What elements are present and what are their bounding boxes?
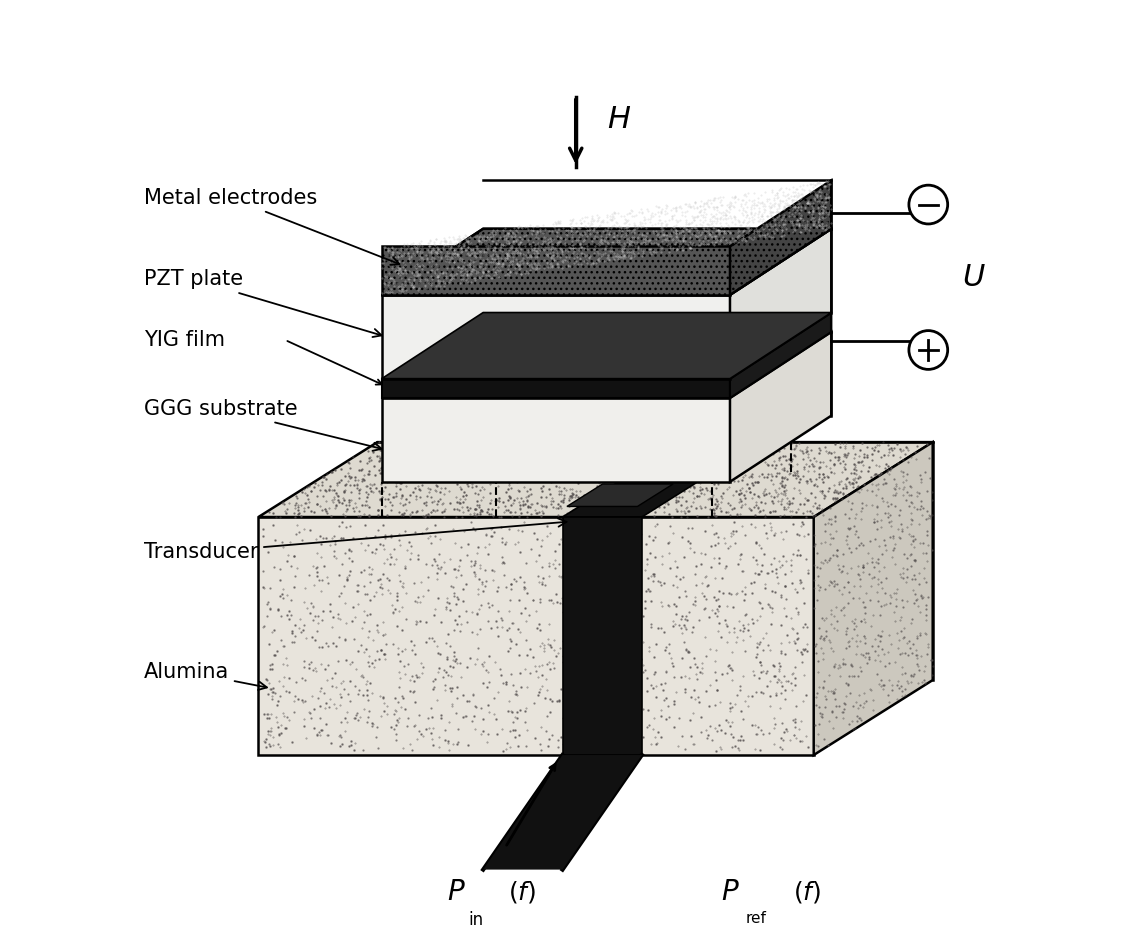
Text: YIG film: YIG film <box>144 330 225 350</box>
Polygon shape <box>813 442 933 755</box>
Polygon shape <box>259 442 933 517</box>
Circle shape <box>909 185 947 224</box>
Text: GGG substrate: GGG substrate <box>144 399 381 450</box>
Polygon shape <box>259 517 813 755</box>
Polygon shape <box>562 517 642 755</box>
Text: $(f)$: $(f)$ <box>793 879 821 905</box>
Polygon shape <box>730 180 831 295</box>
Text: $U$: $U$ <box>962 263 986 291</box>
Text: Transducer: Transducer <box>144 518 567 562</box>
Polygon shape <box>381 378 730 398</box>
Text: $P$: $P$ <box>721 878 740 906</box>
Polygon shape <box>381 228 831 295</box>
Polygon shape <box>483 755 642 870</box>
Polygon shape <box>381 246 730 295</box>
Polygon shape <box>381 313 831 378</box>
Text: in: in <box>468 911 484 925</box>
Polygon shape <box>730 313 831 398</box>
Polygon shape <box>381 313 831 378</box>
Polygon shape <box>381 228 831 295</box>
Text: Alumina: Alumina <box>144 661 267 690</box>
Polygon shape <box>567 484 673 507</box>
Circle shape <box>909 330 947 369</box>
Text: Metal electrodes: Metal electrodes <box>144 188 399 265</box>
Text: $H$: $H$ <box>606 105 631 134</box>
Text: PZT plate: PZT plate <box>144 269 381 337</box>
Polygon shape <box>730 332 831 482</box>
Polygon shape <box>730 228 831 378</box>
Text: $P$: $P$ <box>447 878 466 906</box>
Text: $(f)$: $(f)$ <box>507 879 536 905</box>
Polygon shape <box>381 295 730 378</box>
Polygon shape <box>381 398 730 482</box>
Polygon shape <box>381 332 831 398</box>
Text: ref: ref <box>746 911 767 925</box>
Polygon shape <box>562 442 760 517</box>
